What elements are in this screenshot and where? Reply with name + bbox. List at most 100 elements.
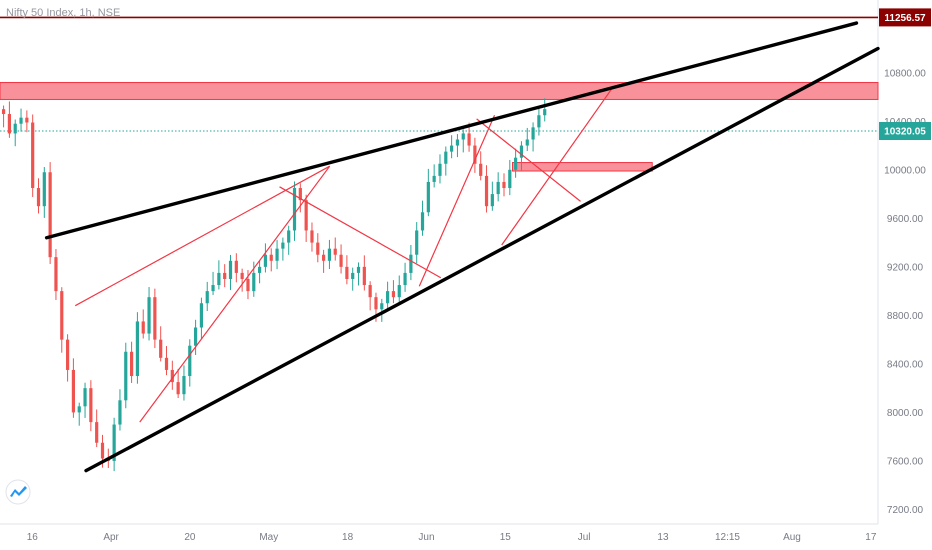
candle-body [8, 114, 11, 133]
candle-body [130, 352, 133, 376]
candle [136, 312, 139, 384]
y-tick-label: 10800.00 [884, 68, 926, 79]
candle-body [398, 285, 401, 297]
candle-body [25, 118, 28, 123]
price-badge: 10320.05 [879, 122, 931, 140]
resistance-zone [0, 82, 878, 99]
candle-body [258, 267, 261, 273]
y-tick-label: 8400.00 [887, 359, 924, 370]
candle-body [83, 388, 86, 406]
candle [153, 289, 156, 348]
candle-body [206, 291, 209, 303]
candle-body [281, 243, 284, 249]
candle-body [403, 273, 406, 285]
x-tick-label: 18 [342, 532, 354, 543]
candle-body [531, 127, 534, 139]
candle [124, 343, 127, 409]
chart-logo-icon[interactable] [6, 480, 30, 504]
candle-body [14, 124, 17, 134]
candle-body [380, 303, 383, 309]
candle-body [31, 123, 34, 189]
candle-body [165, 358, 168, 370]
candle-body [508, 170, 511, 188]
candle-body [95, 422, 98, 443]
x-tick-label: 12:15 [715, 532, 740, 543]
candle-body [392, 291, 395, 297]
candle-body [2, 109, 5, 114]
candle-body [351, 273, 354, 279]
candle-body [462, 133, 465, 139]
candle-body [246, 279, 249, 291]
candle-body [101, 443, 104, 459]
candle-body [188, 346, 191, 376]
candle-body [543, 109, 546, 115]
candle-body [72, 370, 75, 412]
candle-body [287, 230, 290, 242]
x-tick-label: 13 [657, 532, 669, 543]
candle-body [229, 261, 232, 279]
price-badge-label: 10320.05 [884, 126, 926, 137]
candle-body [66, 340, 69, 370]
candle-body [19, 118, 22, 124]
y-tick-label: 8000.00 [887, 408, 924, 419]
candle-body [456, 139, 459, 145]
price-badge-label: 11256.57 [884, 13, 926, 24]
candle-body [118, 400, 121, 424]
candle-body [328, 249, 331, 261]
y-tick-label: 9200.00 [887, 262, 924, 273]
candle-body [386, 291, 389, 303]
candle-body [305, 200, 308, 230]
candle-body [147, 297, 150, 333]
candle-body [200, 303, 203, 327]
x-tick-label: 15 [500, 532, 512, 543]
candle-body [357, 267, 360, 273]
candle-body [479, 164, 482, 176]
candle-body [374, 297, 377, 309]
candle-body [124, 352, 127, 401]
y-tick-label: 9600.00 [887, 214, 924, 225]
candle-body [485, 176, 488, 206]
x-tick-label: 16 [27, 532, 39, 543]
candle-body [49, 172, 52, 257]
candle-body [421, 212, 424, 230]
candle-body [54, 257, 57, 291]
x-tick-label: May [259, 532, 278, 543]
candle-body [444, 152, 447, 164]
y-tick-label: 10000.00 [884, 165, 926, 176]
candle [49, 162, 52, 264]
x-tick-label: 20 [184, 532, 196, 543]
candle-body [433, 176, 436, 182]
candle-body [60, 291, 63, 340]
candle-body [334, 249, 337, 255]
candle-body [467, 133, 470, 145]
x-tick-label: Aug [783, 532, 801, 543]
candle-body [211, 285, 214, 291]
candle-body [177, 382, 180, 394]
candle-body [270, 255, 273, 261]
candle-body [526, 139, 529, 145]
candle-body [182, 376, 185, 394]
candle-body [310, 230, 313, 242]
candle-body [345, 267, 348, 279]
candle-body [363, 267, 366, 285]
candle-body [252, 273, 255, 291]
candle [31, 114, 34, 196]
x-tick-label: Apr [103, 532, 119, 543]
y-tick-label: 8800.00 [887, 311, 924, 322]
candle-body [89, 388, 92, 422]
candle-body [136, 321, 139, 376]
candle-body [409, 255, 412, 273]
candle-body [264, 255, 267, 267]
candle-body [241, 273, 244, 279]
candle-body [537, 115, 540, 127]
candle-body [497, 182, 500, 194]
candle-body [427, 182, 430, 212]
candle-body [514, 158, 517, 170]
candle-body [339, 255, 342, 267]
x-tick-label: 17 [865, 532, 877, 543]
candle-body [217, 273, 220, 285]
x-tick-label: Jul [578, 532, 591, 543]
candle-body [369, 285, 372, 297]
candle-body [316, 243, 319, 255]
candle-body [37, 188, 40, 206]
